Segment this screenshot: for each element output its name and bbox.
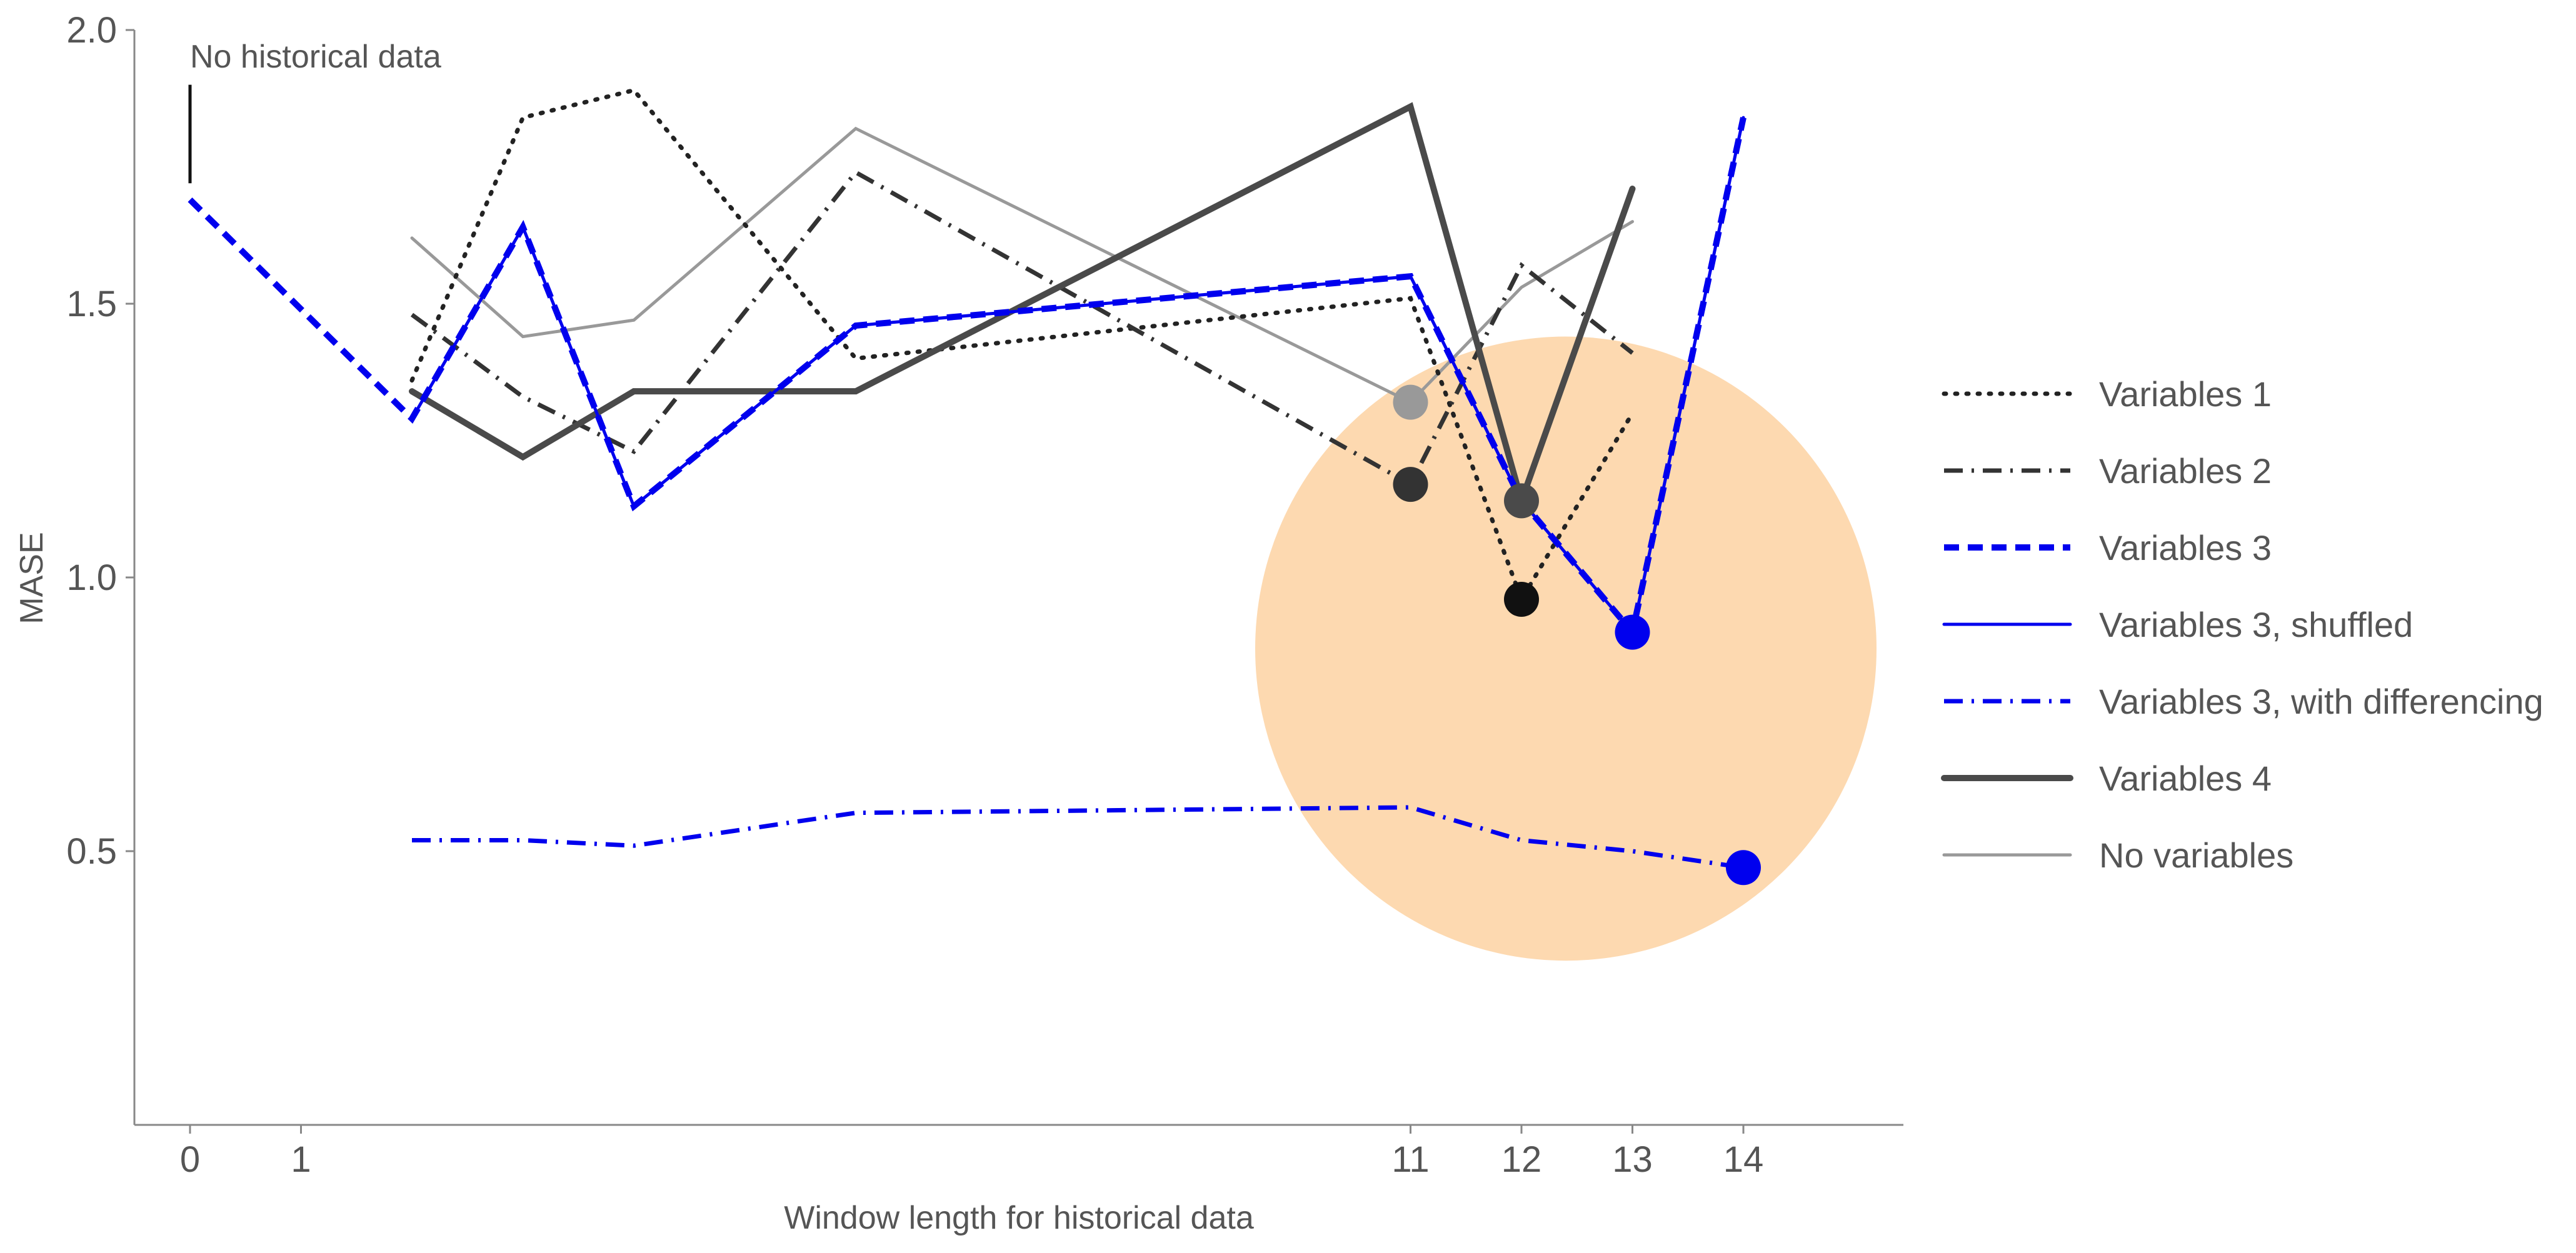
marker-variables-2 <box>1393 467 1428 502</box>
y-tick-label: 1.0 <box>66 557 117 598</box>
marker-variables-3 <box>1615 614 1650 650</box>
legend: Variables 1 Variables 2 Variables 3 Variabl… <box>1941 374 2543 875</box>
annotation: No historical data <box>188 39 441 184</box>
x-tick-label: 1 <box>291 1139 311 1180</box>
legend-label: Variables 3 <box>2099 528 2272 567</box>
x-tick-label: 13 <box>1612 1139 1653 1180</box>
x-axis-title: Window length for historical data <box>784 1200 1254 1236</box>
legend-label: Variables 1 <box>2099 374 2272 414</box>
y-axis-title: MASE <box>14 532 50 624</box>
legend-label: Variables 4 <box>2099 759 2272 798</box>
series-line-variables-2 <box>410 169 1634 487</box>
y-tick-label: 0.5 <box>66 831 117 872</box>
x-tick-label: 0 <box>180 1139 200 1180</box>
marker-layer <box>1393 384 1761 886</box>
marker-variables-1 <box>1504 582 1539 617</box>
series-line-variables-1 <box>409 87 1635 605</box>
legend-label: Variables 3, with differencing <box>2099 682 2543 721</box>
marker-variables-4 <box>1504 483 1539 519</box>
legend-label: Variables 3, shuffled <box>2099 605 2413 644</box>
x-tick-label: 12 <box>1501 1139 1542 1180</box>
highlight-layer <box>1255 336 1877 961</box>
y-tick-label: 2.0 <box>66 10 117 51</box>
x-tick-label: 14 <box>1723 1139 1764 1180</box>
ticks: 0 1 11 12 13 140.51.01.52.0 <box>66 10 1763 1180</box>
highlight-circle <box>1255 336 1877 961</box>
series-line-variables-3-with-differencing <box>412 805 1744 870</box>
annotation-text: No historical data <box>190 39 441 75</box>
y-tick-label: 1.5 <box>66 284 117 324</box>
legend-label: Variables 2 <box>2099 451 2272 491</box>
axes: Window length for historical data MASE <box>14 30 1903 1236</box>
marker-no-variables <box>1393 384 1428 420</box>
marker-variables-3-with-differencing <box>1726 850 1761 886</box>
x-tick-label: 11 <box>1391 1139 1429 1180</box>
legend-label: No variables <box>2099 836 2293 875</box>
series-line-variables-3-shuffled <box>410 116 1745 636</box>
series-line-no-variables <box>410 126 1634 404</box>
